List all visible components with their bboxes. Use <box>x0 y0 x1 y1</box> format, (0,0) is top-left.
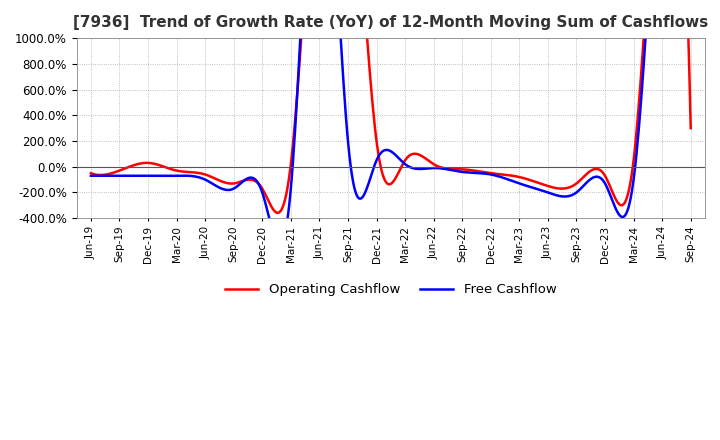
Free Cashflow <box>275 242 284 247</box>
Free Cashflow <box>580 183 588 188</box>
Title: [7936]  Trend of Growth Rate (YoY) of 12-Month Moving Sum of Cashflows: [7936] Trend of Growth Rate (YoY) of 12-… <box>73 15 708 30</box>
Free Cashflow <box>86 173 95 178</box>
Operating Cashflow <box>686 125 695 131</box>
Operating Cashflow <box>446 166 454 172</box>
Free Cashflow <box>413 166 421 172</box>
Operating Cashflow <box>580 173 589 178</box>
Operating Cashflow <box>377 169 386 174</box>
Free Cashflow <box>377 150 385 156</box>
Line: Operating Cashflow: Operating Cashflow <box>91 0 690 213</box>
Line: Free Cashflow: Free Cashflow <box>91 0 690 244</box>
Legend: Operating Cashflow, Free Cashflow: Operating Cashflow, Free Cashflow <box>220 278 562 302</box>
Operating Cashflow <box>273 210 282 216</box>
Operating Cashflow <box>86 171 95 176</box>
Free Cashflow <box>373 157 382 162</box>
Operating Cashflow <box>374 150 382 155</box>
Free Cashflow <box>445 167 454 172</box>
Operating Cashflow <box>413 152 422 157</box>
